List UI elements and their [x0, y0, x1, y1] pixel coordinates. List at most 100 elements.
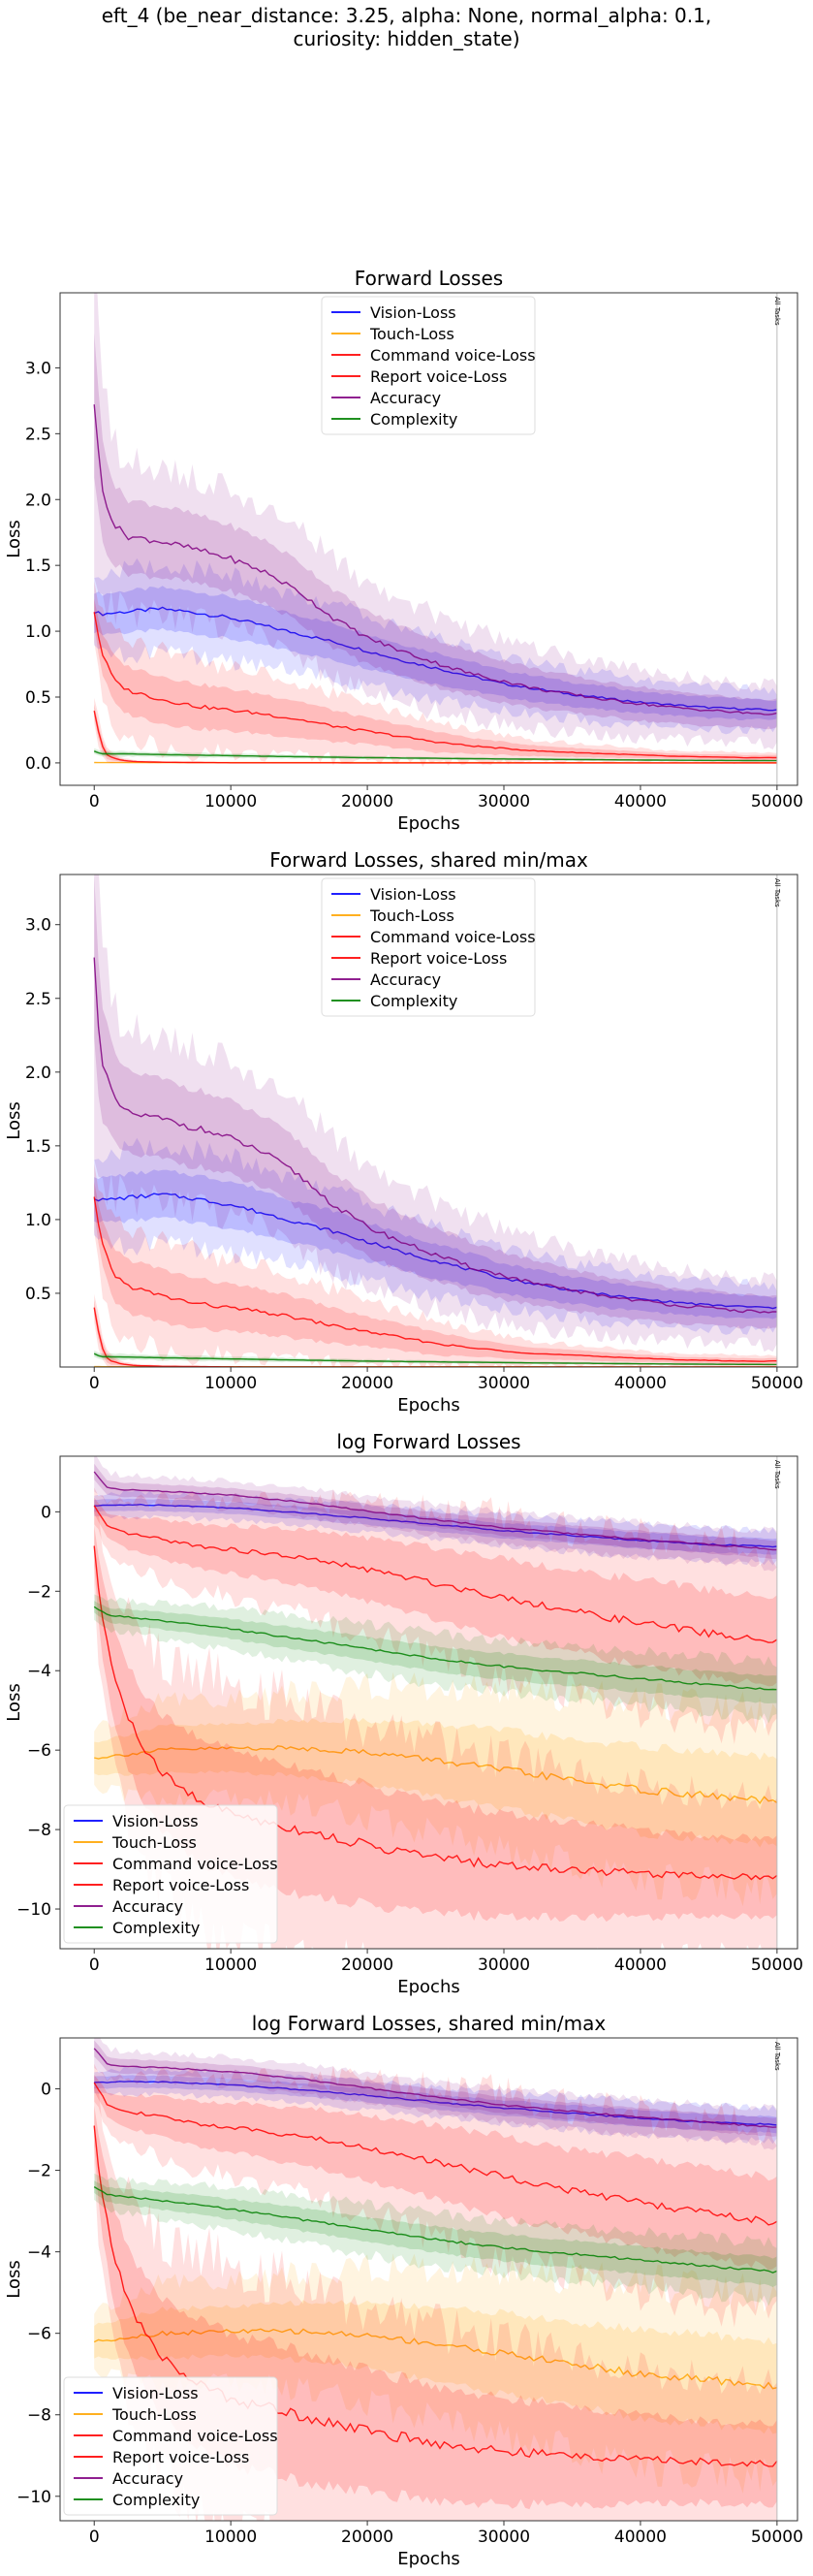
band-outer-accuracy — [94, 293, 777, 749]
legend-label-complexity: Complexity — [370, 410, 457, 429]
x-tick-label: 10000 — [204, 1374, 257, 1393]
chart-title: Forward Losses, shared min/max — [269, 848, 588, 872]
legend-label-touch: Touch-Loss — [111, 1833, 197, 1852]
legend-label-vision: Vision-Loss — [112, 2384, 199, 2402]
legend-box — [63, 1804, 278, 1944]
y-tick-label: −4 — [27, 2243, 51, 2263]
y-tick-label: −10 — [16, 2488, 51, 2507]
band-inner-complexity — [94, 1601, 777, 1703]
y-axis-label: Loss — [4, 2260, 24, 2298]
legend-label-command: Command voice-Loss — [370, 928, 536, 946]
y-tick-label: 3.0 — [25, 916, 51, 936]
legend: Vision-Loss Touch-Loss Command voice-Loss R… — [321, 877, 536, 1017]
x-tick-label: 10000 — [204, 792, 257, 811]
axes-frame — [59, 2037, 798, 2522]
y-tick-label: 0.5 — [25, 688, 51, 708]
y-tick-label: 0 — [41, 1503, 51, 1522]
y-axis-label: Loss — [4, 520, 24, 557]
x-tick-label: 50000 — [751, 2528, 803, 2547]
x-tick-label: 20000 — [341, 1374, 393, 1393]
band-outer-report — [94, 2063, 777, 2328]
legend-label-report: Report voice-Loss — [112, 2448, 249, 2466]
x-tick-label: 30000 — [478, 1956, 530, 1975]
legend-box — [63, 2376, 278, 2516]
legend-label-report: Report voice-Loss — [370, 367, 507, 386]
y-tick-label: −6 — [27, 2325, 51, 2344]
x-axis-label: Epochs — [397, 2549, 460, 2569]
band-outer-report — [94, 581, 777, 768]
axes-frame — [59, 1455, 798, 1950]
series-line-accuracy — [93, 404, 778, 716]
x-tick-label: 20000 — [341, 792, 393, 811]
x-tick-label: 40000 — [614, 2528, 667, 2547]
band-inner-vision — [94, 1169, 777, 1320]
y-tick-label: 1.5 — [25, 557, 51, 576]
y-tick-label: 0 — [41, 2081, 51, 2100]
x-tick-label: 0 — [89, 1956, 100, 1975]
band-inner-vision — [94, 586, 777, 720]
legend-label-report: Report voice-Loss — [112, 1876, 249, 1894]
series-line-report — [93, 1505, 778, 1643]
x-axis-label: Epochs — [397, 813, 460, 834]
y-tick-label: −4 — [27, 1662, 51, 1681]
series-line-accuracy — [93, 2048, 777, 2128]
band-inner-touch — [94, 2300, 777, 2434]
series-line-report — [93, 612, 777, 759]
y-tick-label: −6 — [27, 1741, 51, 1761]
legend-label-touch: Touch-Loss — [369, 325, 454, 343]
chart-title: Forward Losses — [355, 267, 503, 290]
band-outer-vision — [94, 557, 777, 735]
band-outer-report — [94, 1162, 777, 1367]
band-inner-accuracy — [94, 875, 777, 1329]
x-tick-label: 10000 — [204, 2528, 257, 2547]
band-outer-accuracy — [94, 1456, 777, 1572]
band-outer-report — [94, 1487, 777, 1745]
x-tick-label: 50000 — [751, 792, 803, 811]
y-tick-label: 0.0 — [25, 754, 51, 774]
legend-label-accuracy: Accuracy — [370, 970, 441, 989]
chart-forward-losses: Forward Losses All Tasks 0 10000 20000 30000 4… — [4, 267, 803, 834]
band-outer-complexity — [94, 1351, 777, 1366]
series-line-complexity — [93, 1352, 777, 1366]
x-axis-label: Epochs — [397, 1395, 460, 1415]
plot-area — [93, 293, 778, 768]
chart-log-forward-losses: log Forward Losses All Tasks 0 10000 20000 30… — [4, 1430, 803, 1997]
x-tick-label: 40000 — [614, 1956, 667, 1975]
legend: Vision-Loss Touch-Loss Command voice-Loss R… — [63, 2376, 278, 2516]
band-inner-complexity — [94, 2180, 777, 2287]
legend-label-vision: Vision-Loss — [112, 1812, 199, 1830]
legend-label-accuracy: Accuracy — [370, 389, 441, 407]
legend-label-vision: Vision-Loss — [370, 303, 456, 322]
x-tick-label: 20000 — [341, 1956, 393, 1975]
x-tick-label: 40000 — [614, 1374, 667, 1393]
chart-forward-losses-shared: Forward Losses, shared min/max All Tasks 0… — [4, 848, 803, 1415]
band-inner-report — [94, 2075, 777, 2271]
y-axis-label: Loss — [4, 1683, 24, 1721]
plot-area — [93, 875, 778, 1367]
band-inner-vision — [94, 2075, 777, 2134]
legend-box — [321, 877, 536, 1017]
y-tick-label: 2.0 — [25, 491, 51, 510]
chart-log-forward-losses-shared: log Forward Losses, shared min/max All Ta… — [4, 2012, 803, 2569]
x-tick-label: 0 — [89, 792, 100, 811]
y-tick-label: −2 — [27, 1582, 51, 1602]
legend-label-complexity: Complexity — [112, 2491, 200, 2509]
task-divider-label: All Tasks — [773, 297, 781, 326]
x-axis-label: Epochs — [397, 1977, 460, 1997]
x-tick-label: 30000 — [478, 1374, 530, 1393]
series-line-complexity — [93, 1606, 777, 1691]
series-line-report — [93, 1196, 777, 1362]
legend: Vision-Loss Touch-Loss Command voice-Loss R… — [63, 1804, 278, 1944]
x-tick-label: 0 — [89, 2528, 100, 2547]
legend-label-accuracy: Accuracy — [112, 1897, 183, 1916]
series-line-accuracy — [93, 957, 777, 1314]
band-inner-accuracy — [94, 333, 777, 730]
y-tick-label: 2.5 — [25, 425, 51, 444]
band-outer-vision — [94, 2066, 777, 2145]
y-tick-label: −2 — [27, 2162, 51, 2181]
band-inner-accuracy — [94, 1463, 777, 1559]
task-divider-label: All Tasks — [773, 878, 781, 907]
task-divider-label: All Tasks — [773, 2042, 781, 2071]
y-tick-label: 1.0 — [25, 622, 51, 642]
y-tick-label: 3.0 — [25, 359, 51, 378]
